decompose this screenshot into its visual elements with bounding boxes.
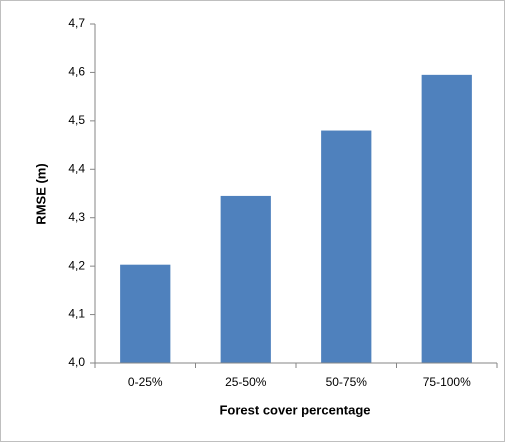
y-tick-label: 4,4: [68, 161, 85, 175]
y-tick-label: 4,1: [68, 307, 85, 321]
x-tick-label: 75-100%: [423, 375, 471, 389]
y-tick-label: 4,6: [68, 65, 85, 79]
bar: [220, 195, 271, 363]
x-tick-label: 50-75%: [326, 375, 368, 389]
x-tick-label: 25-50%: [225, 375, 267, 389]
bar: [421, 74, 472, 363]
y-axis-label: RMSE (m): [33, 163, 48, 224]
y-tick-label: 4,7: [68, 16, 85, 30]
x-axis-label: Forest cover percentage: [219, 402, 370, 417]
bar: [321, 130, 372, 363]
x-tick-label: 0-25%: [128, 375, 163, 389]
bar: [120, 264, 171, 363]
y-tick-label: 4,2: [68, 258, 85, 272]
y-tick-label: 4,5: [68, 113, 85, 127]
y-tick-label: 4,3: [68, 210, 85, 224]
y-tick-label: 4,0: [68, 355, 85, 369]
